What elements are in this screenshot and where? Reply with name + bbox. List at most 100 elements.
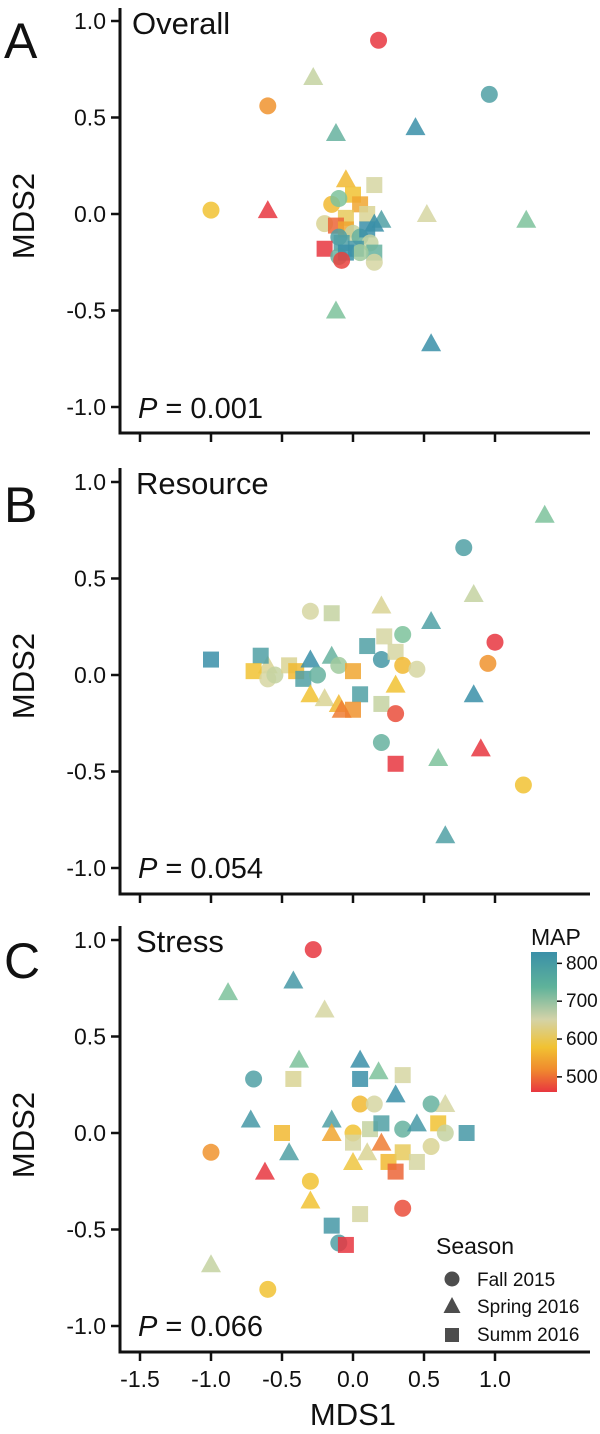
panel-b-point-spring <box>385 674 406 693</box>
panel-c-point-spring <box>321 1109 342 1128</box>
panel-c-x-tick-label: 0.0 <box>337 1366 369 1392</box>
panel-c-point-fall <box>394 1199 412 1217</box>
panel-c-point-summer <box>274 1125 290 1141</box>
panel-c-y-tick-label: -1.0 <box>66 1313 106 1339</box>
panel-c-point-fall <box>422 1138 440 1156</box>
panel-a-point-spring <box>303 66 324 85</box>
panel-b-points <box>203 504 555 844</box>
panel-b-point-fall <box>479 654 497 672</box>
panel-c-point-spring <box>406 1113 427 1132</box>
panel-b-point-spring <box>421 610 442 629</box>
panel-b-point-summer <box>295 670 312 687</box>
panel-a-point-fall <box>330 190 348 208</box>
panel-b-point-fall <box>394 625 412 643</box>
panel-b-point-spring <box>300 649 321 668</box>
panel-c-point-spring <box>240 1109 261 1128</box>
legend-square-icon <box>445 1328 459 1342</box>
panel-a-y-tick-label: 0.0 <box>74 201 106 227</box>
panel-b-point-fall <box>408 660 426 678</box>
panel-a-point-fall <box>202 201 220 219</box>
panel-a-p-value: P = 0.001 <box>138 393 263 425</box>
panel-c-point-fall <box>394 1120 412 1138</box>
panel-b-point-spring <box>463 583 484 602</box>
panel-b-point-summer <box>387 643 404 660</box>
panel-a-point-summer <box>359 206 376 222</box>
panel-c-point-spring <box>300 1190 321 1209</box>
panel-b-y-tick-label: 0.0 <box>74 662 106 688</box>
panel-a-y-tick-label: 1.0 <box>74 8 106 34</box>
panel-b-title: Resource <box>136 466 269 501</box>
panel-c-point-spring <box>321 1123 342 1141</box>
panel-b-point-summer <box>352 686 369 703</box>
panel-b-point-summer <box>252 647 269 664</box>
panel-a-point-fall <box>259 97 277 115</box>
panel-a-y-tick-label: -0.5 <box>66 298 106 324</box>
panel-b-point-spring <box>463 684 484 703</box>
panel-a-point-summer <box>359 221 376 238</box>
panel-c-point-spring <box>357 1142 378 1161</box>
panel-b-point-spring <box>435 825 456 844</box>
panel-b-point-spring <box>314 688 335 707</box>
legend-triangle-icon <box>443 1297 461 1313</box>
panel-b-point-fall <box>266 666 284 684</box>
panel-c-point-summer <box>352 1206 369 1223</box>
panel-c-point-summer <box>387 1163 404 1180</box>
panel-b-point-summer <box>376 628 393 645</box>
panel-a-point-fall <box>370 31 388 49</box>
panel-b-point-fall <box>301 602 319 620</box>
panel-c-point-spring <box>283 970 304 989</box>
colorbar-tick-label: 700 <box>566 991 598 1012</box>
panel-c-point-summer <box>352 1070 369 1087</box>
panel-b-point-summer <box>345 663 361 680</box>
legend-title: Season <box>436 1233 514 1259</box>
panel-b-y-tick-label: -0.5 <box>66 759 106 785</box>
panel-letter-b: B <box>4 477 37 533</box>
legend-item-fall-2015: Fall 2015 <box>477 1270 555 1291</box>
panel-a-point-spring <box>335 169 356 188</box>
panel-a-point-fall <box>480 85 498 103</box>
panel-c-y-tick-label: 0.5 <box>74 1024 106 1050</box>
panel-c-point-spring <box>254 1161 275 1180</box>
panel-c-point-spring <box>343 1151 363 1170</box>
panel-a: A Overall MDS2 -1.0 -0.5 0.0 0.5 1.0 P = 0.0… <box>4 6 590 442</box>
panel-b-y-tick-label: 0.5 <box>74 566 106 592</box>
panel-a-point-spring <box>421 333 442 352</box>
panel-c-title: Stress <box>136 924 224 959</box>
panel-b-point-spring <box>331 699 352 718</box>
panel-a-point-fall <box>365 253 383 271</box>
panel-c-point-fall <box>202 1143 220 1161</box>
panel-c-point-summer <box>408 1153 425 1170</box>
panel-c-point-summer <box>285 1070 302 1087</box>
panel-b-point-fall <box>486 633 504 651</box>
panel-c: C Stress MDS2 -1.0-0.50.00.51.0-1.5 -1.0-… <box>4 924 590 1432</box>
panel-b-point-spring <box>371 595 392 614</box>
panel-b-y-tick-label: -1.0 <box>66 855 106 881</box>
panel-b-y-tick-label: 1.0 <box>74 469 106 495</box>
panel-c-point-fall <box>422 1095 440 1113</box>
panel-c-y-tick-label: -0.5 <box>66 1217 106 1243</box>
panel-b-point-spring <box>534 504 555 523</box>
panel-letter-c: C <box>4 933 40 989</box>
colorbar-gradient <box>531 952 557 1092</box>
panel-a-p-number: = 0.001 <box>157 393 263 425</box>
panel-c-point-spring <box>385 1084 406 1103</box>
panel-c-point-spring <box>279 1142 300 1161</box>
panel-a-point-summer <box>316 240 333 257</box>
panel-b-point-fall <box>330 656 348 674</box>
panel-b-point-summer <box>323 605 340 622</box>
panel-c-p-number: = 0.066 <box>157 1311 263 1343</box>
panel-a-point-spring <box>416 204 437 222</box>
panel-a-point-spring <box>405 117 426 136</box>
panel-c-x-tick-label: -1.5 <box>120 1366 160 1392</box>
panel-c-point-fall <box>304 941 322 959</box>
panel-c-axes: -1.0 -0.5 0.0 0.5 1.0 -1.5 -1.0 -0.5 0.0 0.5 1.0 <box>66 926 590 1392</box>
panel-b-point-fall <box>514 776 532 794</box>
panel-b-p-label: P <box>138 853 158 885</box>
panel-b-point-summer <box>387 755 404 772</box>
panel-b-p-value: P = 0.054 <box>138 853 263 885</box>
legend-item-spring-2016: Spring 2016 <box>477 1297 579 1318</box>
panel-c-point-spring <box>371 1132 392 1151</box>
panel-b-point-summer <box>203 651 219 668</box>
x-axis-title: MDS1 <box>310 1397 396 1432</box>
